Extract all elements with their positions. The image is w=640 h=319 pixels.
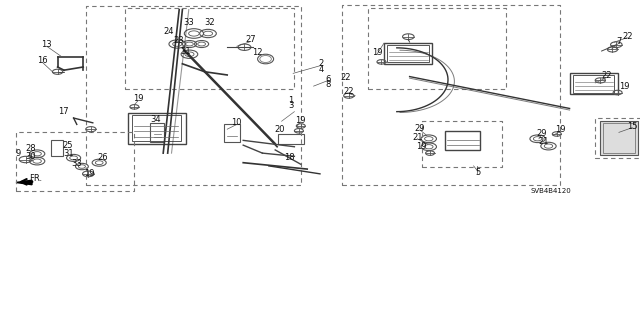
- Text: 19: 19: [417, 142, 427, 151]
- Text: 34: 34: [150, 115, 161, 124]
- Text: 2: 2: [319, 59, 324, 68]
- Text: 33: 33: [184, 19, 194, 27]
- Text: 16: 16: [37, 56, 47, 65]
- Bar: [570, 73, 618, 94]
- Text: 19: 19: [133, 94, 143, 103]
- Text: 7: 7: [616, 37, 621, 46]
- Text: 21: 21: [539, 137, 549, 146]
- Text: 23: 23: [174, 36, 184, 45]
- Bar: [384, 43, 432, 64]
- Text: 31: 31: [63, 149, 74, 158]
- Text: 6: 6: [326, 75, 331, 84]
- Text: 8: 8: [326, 80, 331, 89]
- Text: 20: 20: [275, 125, 285, 134]
- Text: 26: 26: [97, 153, 108, 162]
- Text: 17: 17: [58, 107, 68, 116]
- Text: 13: 13: [42, 40, 52, 49]
- Text: 5: 5: [476, 168, 481, 177]
- Text: 31: 31: [180, 47, 191, 56]
- Text: 10: 10: [232, 118, 242, 127]
- Text: 3: 3: [289, 101, 294, 110]
- Text: 12: 12: [252, 48, 262, 57]
- Text: 29: 29: [415, 124, 425, 133]
- Text: 9: 9: [15, 149, 20, 158]
- Bar: [278, 134, 304, 144]
- Polygon shape: [16, 180, 32, 185]
- Text: 29: 29: [536, 129, 547, 138]
- Text: 25: 25: [62, 141, 72, 150]
- Bar: [224, 124, 240, 142]
- Text: 19: 19: [84, 169, 95, 178]
- Text: 19: 19: [619, 82, 629, 91]
- Bar: [128, 113, 186, 144]
- Text: 15: 15: [627, 122, 637, 130]
- Text: 22: 22: [602, 71, 612, 80]
- Bar: [132, 115, 181, 141]
- Bar: [600, 121, 638, 155]
- Bar: [603, 123, 635, 153]
- Text: 32: 32: [204, 19, 214, 27]
- Text: SVB4B4120: SVB4B4120: [530, 189, 571, 194]
- Text: 33: 33: [72, 159, 82, 168]
- Text: FR.: FR.: [29, 174, 42, 182]
- Text: 19: 19: [296, 116, 306, 125]
- Bar: [150, 123, 164, 142]
- Text: 18: 18: [284, 153, 294, 162]
- Text: 19: 19: [556, 125, 566, 134]
- Bar: [51, 140, 63, 156]
- Text: 22: 22: [340, 73, 351, 82]
- Bar: [573, 75, 614, 93]
- Text: 24: 24: [163, 27, 173, 36]
- Text: 4: 4: [319, 65, 324, 74]
- Text: 28: 28: [26, 144, 36, 153]
- Text: 30: 30: [26, 152, 36, 161]
- Text: 27: 27: [246, 35, 256, 44]
- Text: 19: 19: [372, 48, 382, 57]
- Bar: [445, 131, 480, 150]
- Text: 22: 22: [622, 32, 632, 41]
- Text: 22: 22: [344, 87, 354, 96]
- Text: 1: 1: [289, 96, 294, 105]
- Text: 21: 21: [412, 133, 422, 142]
- Bar: [387, 45, 429, 62]
